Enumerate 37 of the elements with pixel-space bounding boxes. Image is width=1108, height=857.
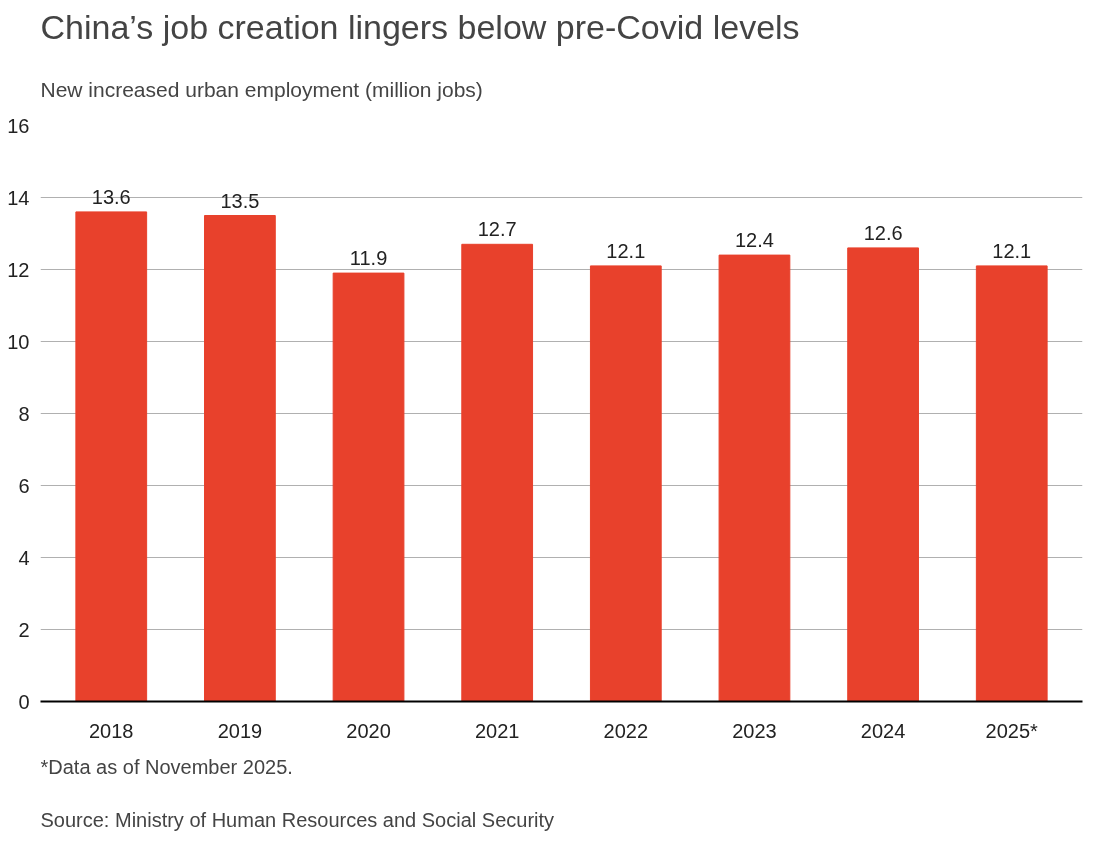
x-tick-label: 2024 — [860, 719, 906, 742]
chart-title: China’s job creation lingers below pre-Covid levels — [40, 7, 800, 46]
x-tick-label: 2023 — [732, 719, 777, 742]
x-tick-label: 2021 — [474, 719, 520, 742]
x-tick-label: 2018 — [89, 719, 134, 742]
bar — [204, 215, 276, 702]
data-label: 11.9 — [349, 247, 388, 270]
bar — [718, 254, 791, 702]
data-label: 12.4 — [735, 229, 774, 252]
x-tick-label: 2019 — [217, 719, 263, 742]
x-tick-label: 2020 — [346, 719, 391, 742]
y-tick-label: 16 — [7, 114, 30, 137]
y-tick-label: 0 — [18, 690, 30, 713]
y-tick-label: 14 — [7, 186, 30, 209]
chart-subtitle: New increased urban employment (million jobs) — [40, 77, 483, 101]
data-label: 13.5 — [220, 189, 260, 212]
data-label: 12.1 — [606, 239, 646, 262]
bar — [847, 247, 919, 702]
x-tick-label: 2022 — [603, 719, 649, 742]
y-tick-label: 4 — [18, 546, 30, 569]
text: *Data as of November 2025. — [40, 755, 293, 778]
x-tick-label: 2025* — [985, 719, 1039, 742]
bar — [461, 243, 534, 702]
y-tick-label: 8 — [18, 402, 30, 425]
bar — [589, 265, 662, 702]
source-note: Source: Ministry of Human Resources and Social Security — [40, 808, 555, 831]
data-label: 12.7 — [477, 218, 517, 241]
y-tick-label: 10 — [7, 330, 30, 353]
y-tick-label: 12 — [7, 258, 30, 281]
data-label: 12.1 — [992, 239, 1032, 262]
y-tick-label: 2 — [18, 618, 30, 641]
bar — [975, 265, 1048, 702]
y-tick-label: 6 — [18, 474, 30, 497]
bar — [332, 272, 405, 702]
data-label: 12.6 — [863, 221, 903, 244]
data-label: 13.6 — [91, 185, 131, 208]
bar — [75, 211, 148, 702]
